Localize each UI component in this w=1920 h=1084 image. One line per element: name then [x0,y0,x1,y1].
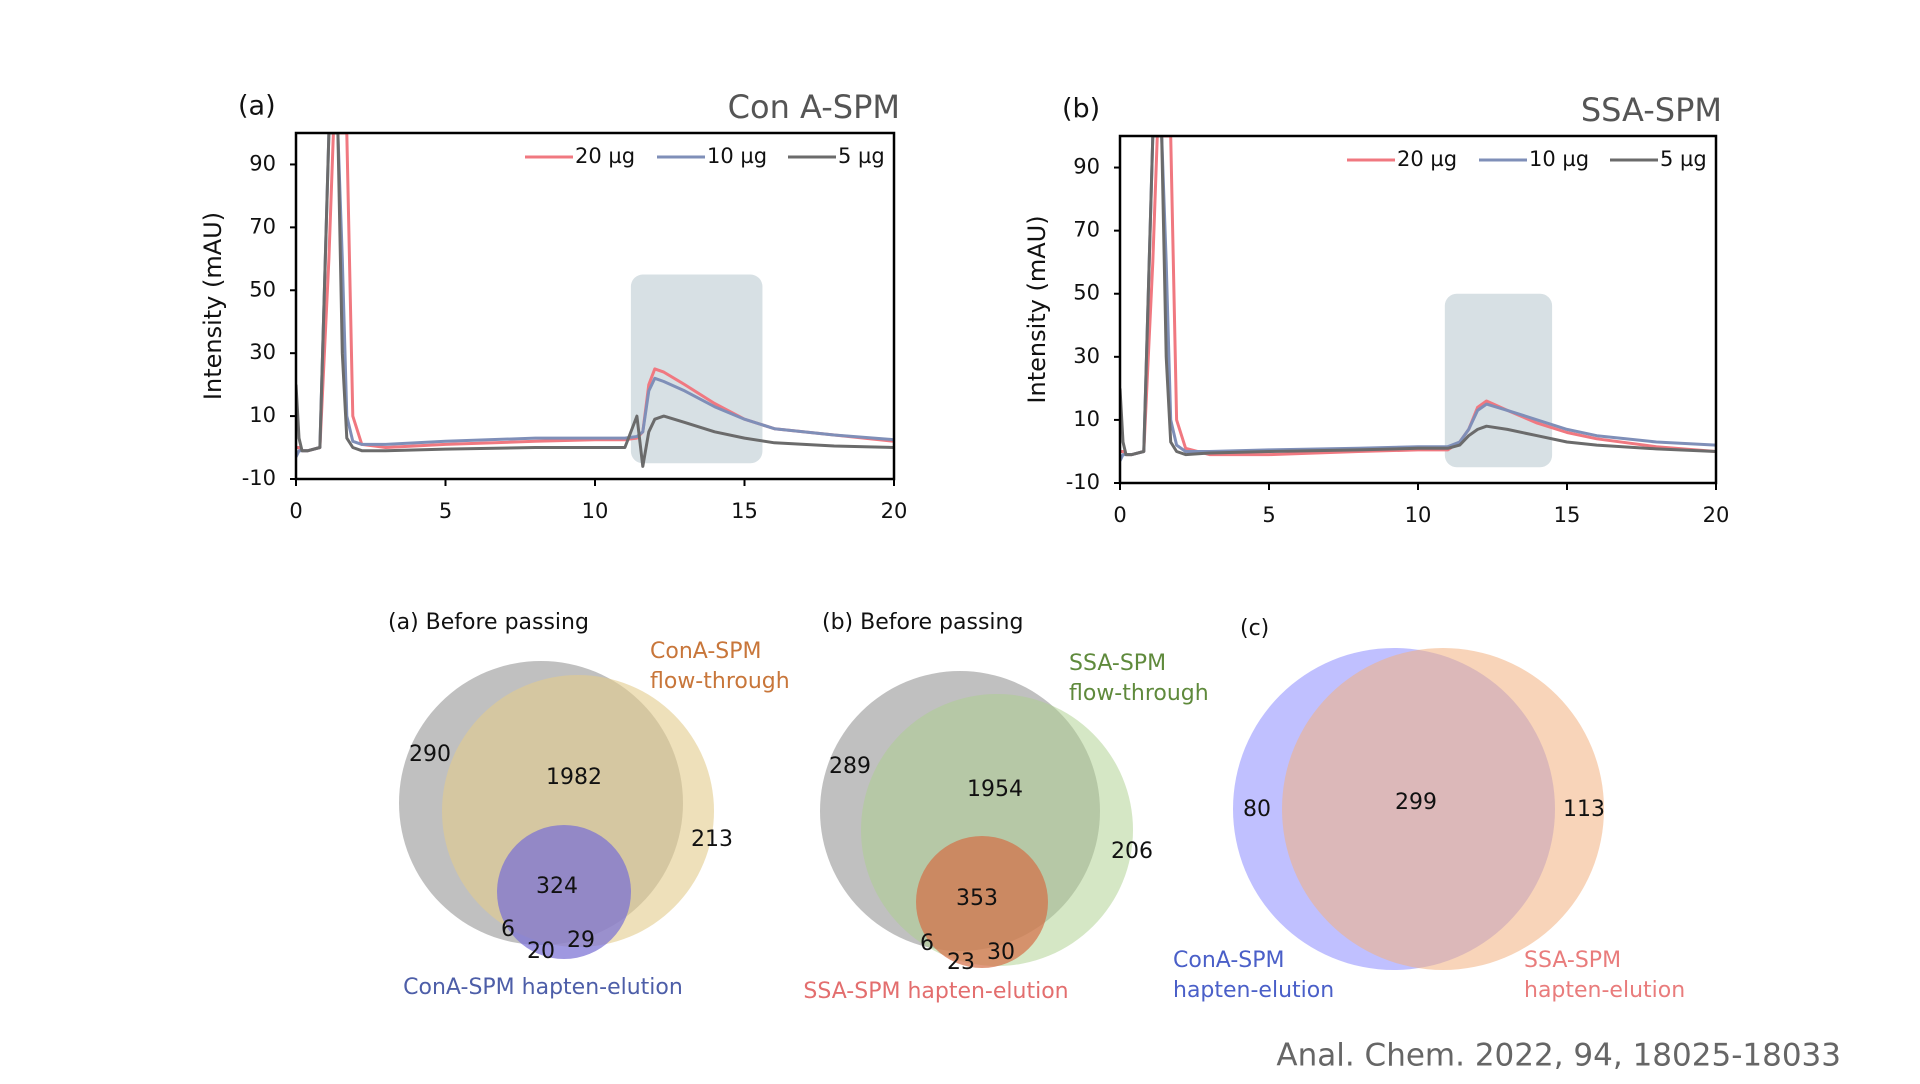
venn-a: (a) Before passing ConA-SPM flow-through… [388,610,790,1000]
y-tick-label: -10 [1066,470,1100,494]
venn-count: 324 [536,874,578,899]
set-label: SSA-SPM hapten-elution [803,979,1068,1004]
x-tick-label: 0 [1113,503,1126,527]
plot-frame [294,131,896,481]
venn-count: 290 [409,742,451,767]
y-tick-label: 90 [249,151,276,175]
y-tick-label: 70 [249,214,276,238]
venn-count: 113 [1563,797,1605,822]
x-tick-label: 10 [582,499,609,523]
set-label: hapten-elution [1524,978,1685,1003]
set-label: ConA-SPM [1173,948,1284,973]
data-line [1120,136,1716,457]
venn-count: 6 [501,917,515,942]
set-label: SSA-SPM [1069,651,1166,676]
legend-label: 10 µg [707,144,767,168]
chart: (b) SSA-SPM Intensity (mAU) -10 10 30 50 70 90 0 5… [1023,91,1729,527]
legend-label: 20 µg [1397,147,1457,171]
venn-circle [1282,648,1604,970]
y-tick-label: 30 [1073,344,1100,368]
set-label: SSA-SPM [1524,948,1621,973]
data-line [296,133,894,458]
venn-c: (c) 80 299 113 ConA-SPM hapten-elution S… [1173,616,1685,1003]
venn-count: 1954 [967,777,1023,802]
legend-label: 10 µg [1529,147,1589,171]
plot-frame [1118,134,1718,485]
y-tick-label: 50 [1073,281,1100,305]
x-tick-label: 20 [881,499,908,523]
data-line [1120,136,1716,457]
venn-count: 213 [691,827,733,852]
x-tick-label: 5 [439,499,452,523]
citation: Anal. Chem. 2022, 94, 18025-18033 [1276,1038,1841,1074]
y-tick-label: 50 [249,277,276,301]
y-axis-label: Intensity (mAU) [1023,215,1051,403]
set-label: hapten-elution [1173,978,1334,1003]
set-label: ConA-SPM hapten-elution [403,975,683,1000]
legend-label: 5 µg [838,144,885,168]
venn-title: (a) Before passing [388,610,589,635]
venn-count: 23 [947,950,975,975]
data-line [296,133,894,468]
panel-label: (a) [238,91,276,122]
y-tick-label: 10 [1073,407,1100,431]
x-tick-label: 10 [1405,503,1432,527]
venn-count: 6 [920,931,934,956]
y-tick-label: 30 [249,340,276,364]
venn-count: 30 [987,940,1015,965]
x-tick-label: 20 [1703,503,1730,527]
data-line [1120,136,1716,462]
venn-circle [916,836,1048,968]
y-tick-label: 10 [249,403,276,427]
y-axis-label: Intensity (mAU) [199,212,227,400]
venn-title: (b) Before passing [822,610,1023,635]
x-tick-label: 15 [731,499,758,523]
legend-label: 5 µg [1660,147,1707,171]
x-tick-label: 0 [289,499,302,523]
venn-count: 29 [567,928,595,953]
venn-count: 289 [829,754,871,779]
y-tick-label: -10 [242,466,276,490]
set-label: flow-through [1069,681,1209,706]
set-label: ConA-SPM [650,639,761,664]
panel-label: (b) [1062,94,1100,125]
chart-title: SSA-SPM [1581,91,1722,129]
x-tick-label: 5 [1262,503,1275,527]
set-label: flow-through [650,669,790,694]
highlight-region [630,274,763,464]
venn-count: 299 [1395,790,1437,815]
venn-count: 353 [956,886,998,911]
legend-label: 20 µg [575,144,635,168]
venn-count: 20 [527,939,555,964]
data-line [296,133,894,453]
chart-title: Con A-SPM [728,88,900,126]
venn-title: (c) [1240,616,1269,641]
x-tick-label: 15 [1554,503,1581,527]
y-tick-label: 70 [1073,218,1100,242]
venn-b: (b) Before passing SSA-SPM flow-through … [803,610,1208,1004]
venn-circle [497,825,631,959]
y-tick-label: 90 [1073,155,1100,179]
venn-count: 206 [1111,839,1153,864]
venn-count: 1982 [546,765,602,790]
venn-count: 80 [1243,797,1271,822]
